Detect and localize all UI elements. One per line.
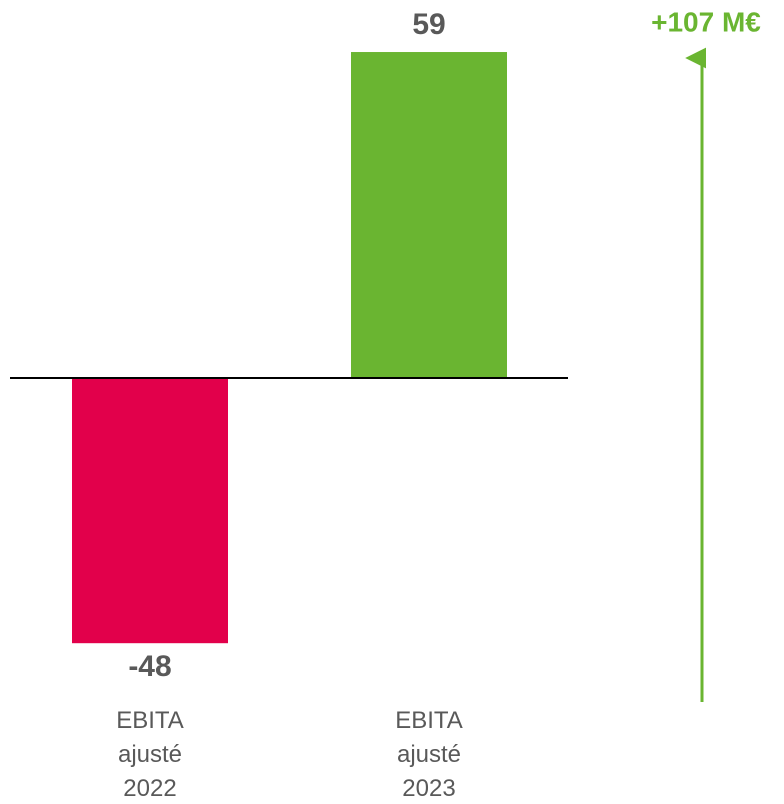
- category-label: EBITA ajusté 2023: [395, 707, 463, 802]
- bar: [72, 378, 228, 644]
- value-label: -48: [128, 650, 171, 683]
- annotation: +107 M€: [651, 6, 761, 37]
- bar: [351, 52, 507, 379]
- value-label: 59: [412, 8, 445, 41]
- category-label: EBITA ajusté 2022: [116, 707, 184, 802]
